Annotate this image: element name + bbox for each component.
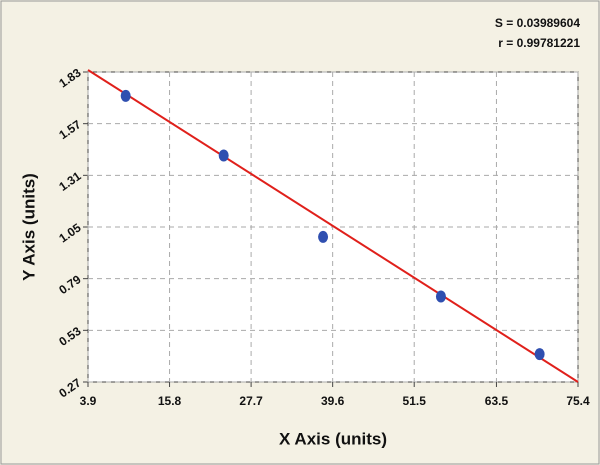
fit-line [87,69,579,383]
y-axis-title: Y Axis (units) [19,173,38,281]
x-tick-label: 63.5 [485,394,509,408]
x-tick-label: 15.8 [158,394,182,408]
x-tick-label: 51.5 [403,394,427,408]
annotation: r = 0.99781221 [498,36,580,50]
point [120,89,131,102]
x-tick-label: 3.9 [80,394,97,408]
x-axis-title: X Axis (units) [279,429,387,448]
x-tick-label: 27.7 [239,394,263,408]
point [318,230,329,243]
point [218,149,229,162]
point [435,290,446,303]
annotation: S = 0.03989604 [495,16,580,30]
x-tick-label: 75.4 [566,394,590,408]
point [534,348,545,361]
x-tick-label: 39.6 [321,394,345,408]
